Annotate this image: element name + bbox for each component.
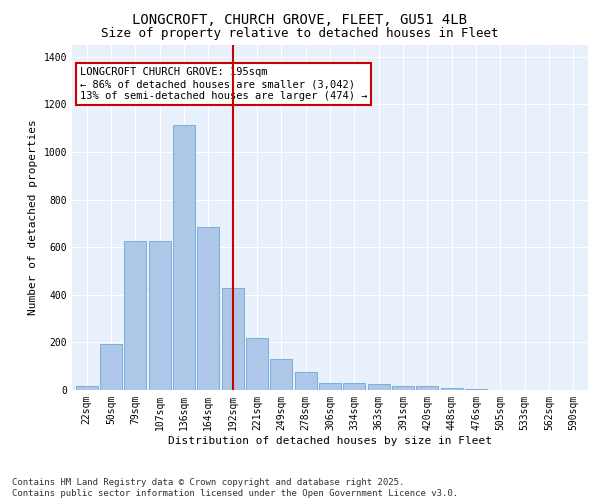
- Bar: [441, 388, 463, 390]
- Bar: [416, 386, 439, 390]
- Bar: [392, 386, 414, 390]
- X-axis label: Distribution of detached houses by size in Fleet: Distribution of detached houses by size …: [168, 436, 492, 446]
- Bar: [173, 124, 195, 390]
- Bar: [221, 288, 244, 390]
- Bar: [368, 384, 389, 390]
- Bar: [149, 242, 170, 390]
- Bar: [295, 372, 317, 390]
- Bar: [465, 389, 487, 390]
- Text: LONGCROFT, CHURCH GROVE, FLEET, GU51 4LB: LONGCROFT, CHURCH GROVE, FLEET, GU51 4LB: [133, 12, 467, 26]
- Bar: [319, 383, 341, 390]
- Bar: [246, 338, 268, 390]
- Text: LONGCROFT CHURCH GROVE: 195sqm
← 86% of detached houses are smaller (3,042)
13% : LONGCROFT CHURCH GROVE: 195sqm ← 86% of …: [80, 68, 367, 100]
- Bar: [124, 242, 146, 390]
- Text: Contains HM Land Registry data © Crown copyright and database right 2025.
Contai: Contains HM Land Registry data © Crown c…: [12, 478, 458, 498]
- Bar: [343, 383, 365, 390]
- Bar: [271, 359, 292, 390]
- Bar: [100, 344, 122, 390]
- Bar: [197, 227, 219, 390]
- Text: Size of property relative to detached houses in Fleet: Size of property relative to detached ho…: [101, 28, 499, 40]
- Y-axis label: Number of detached properties: Number of detached properties: [28, 120, 38, 316]
- Bar: [76, 386, 98, 390]
